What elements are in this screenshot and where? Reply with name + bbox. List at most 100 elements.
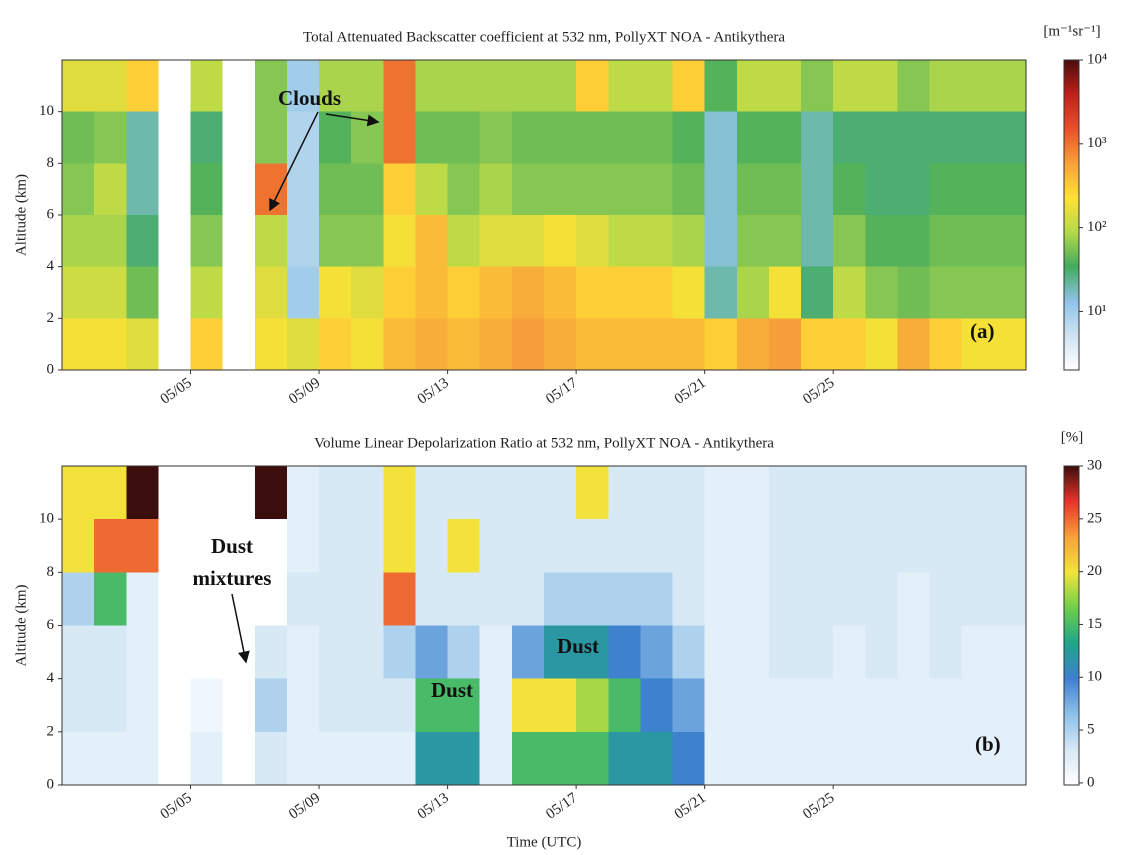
cell	[479, 678, 512, 732]
arrow	[231, 593, 250, 664]
cell	[897, 163, 930, 215]
cell	[351, 111, 384, 164]
cell	[62, 731, 95, 785]
cell	[929, 678, 962, 732]
cell	[447, 731, 480, 785]
cell	[736, 111, 769, 164]
cell	[576, 111, 609, 164]
cell	[897, 266, 930, 319]
cell	[383, 731, 416, 785]
cell	[544, 625, 577, 679]
colorbar	[1063, 465, 1080, 786]
annotation: Dust	[211, 534, 253, 558]
x-tick-label: 05/17	[543, 790, 581, 823]
cell	[415, 318, 448, 370]
cell	[319, 519, 352, 573]
cell	[479, 466, 512, 520]
cell	[94, 519, 127, 573]
cell	[993, 111, 1026, 164]
cell	[351, 163, 384, 215]
cell	[929, 572, 962, 626]
cell	[865, 466, 898, 520]
colorbar-label: [%]	[1061, 429, 1084, 445]
cell	[319, 731, 352, 785]
colorbar-tick-label: 25	[1087, 510, 1102, 526]
cell	[62, 266, 95, 319]
cell	[254, 678, 287, 732]
cell	[865, 572, 898, 626]
cell	[672, 466, 705, 520]
cell	[704, 215, 737, 267]
y-tick-label: 0	[47, 361, 55, 377]
cell	[672, 318, 705, 370]
cell	[319, 318, 352, 370]
cell	[608, 625, 641, 679]
cell	[126, 318, 159, 370]
cell	[383, 163, 416, 215]
cell	[126, 625, 159, 679]
cell	[640, 572, 673, 626]
cell	[993, 572, 1026, 626]
cell	[511, 318, 544, 370]
colorbar-tick-label: 20	[1087, 563, 1102, 579]
cell	[94, 625, 127, 679]
cell	[62, 466, 95, 520]
cell	[576, 625, 609, 679]
cell	[415, 60, 448, 112]
annotation: Dust	[431, 678, 473, 702]
cell	[511, 215, 544, 267]
chart-title: Volume Linear Depolarization Ratio at 53…	[314, 435, 774, 451]
cell	[801, 731, 834, 785]
x-axis-label: Time (UTC)	[507, 834, 582, 850]
cell	[62, 572, 95, 626]
cell	[319, 163, 352, 215]
cell	[415, 266, 448, 319]
colorbar-tick-label: 15	[1087, 616, 1102, 632]
cell	[704, 519, 737, 573]
cell	[897, 572, 930, 626]
cell	[961, 60, 994, 112]
cell	[351, 625, 384, 679]
cell	[768, 215, 802, 267]
cell	[511, 163, 544, 215]
cell	[383, 60, 416, 112]
cell	[865, 678, 898, 732]
cell	[993, 163, 1026, 215]
cell	[897, 678, 930, 732]
cell	[319, 572, 352, 626]
cell	[286, 60, 320, 112]
chart-title: Total Attenuated Backscatter coefficient…	[303, 29, 785, 45]
cell	[993, 678, 1026, 732]
colorbar-tick-label: 10⁴	[1087, 51, 1107, 67]
cell	[383, 519, 416, 573]
cell	[254, 215, 287, 267]
y-tick-label: 2	[47, 723, 55, 739]
cell	[897, 111, 930, 164]
cell	[929, 625, 962, 679]
cell	[768, 731, 802, 785]
cell	[704, 60, 737, 112]
cell	[351, 60, 384, 112]
cell	[608, 519, 641, 573]
cell	[897, 215, 930, 267]
cell	[736, 678, 769, 732]
cell	[479, 163, 512, 215]
cell	[993, 215, 1026, 267]
cell	[768, 625, 802, 679]
cell	[126, 572, 159, 626]
colorbar-tick-label: 10²	[1087, 219, 1107, 235]
cell	[511, 572, 544, 626]
cell	[511, 111, 544, 164]
arrow	[325, 113, 380, 127]
cell	[544, 318, 577, 370]
cell	[544, 266, 577, 319]
x-tick-label: 05/21	[672, 375, 709, 408]
cell	[672, 572, 705, 626]
cell	[94, 60, 127, 112]
cell	[94, 318, 127, 370]
cell	[447, 60, 480, 112]
cell	[126, 466, 159, 520]
cell	[544, 572, 577, 626]
cell	[833, 215, 866, 267]
